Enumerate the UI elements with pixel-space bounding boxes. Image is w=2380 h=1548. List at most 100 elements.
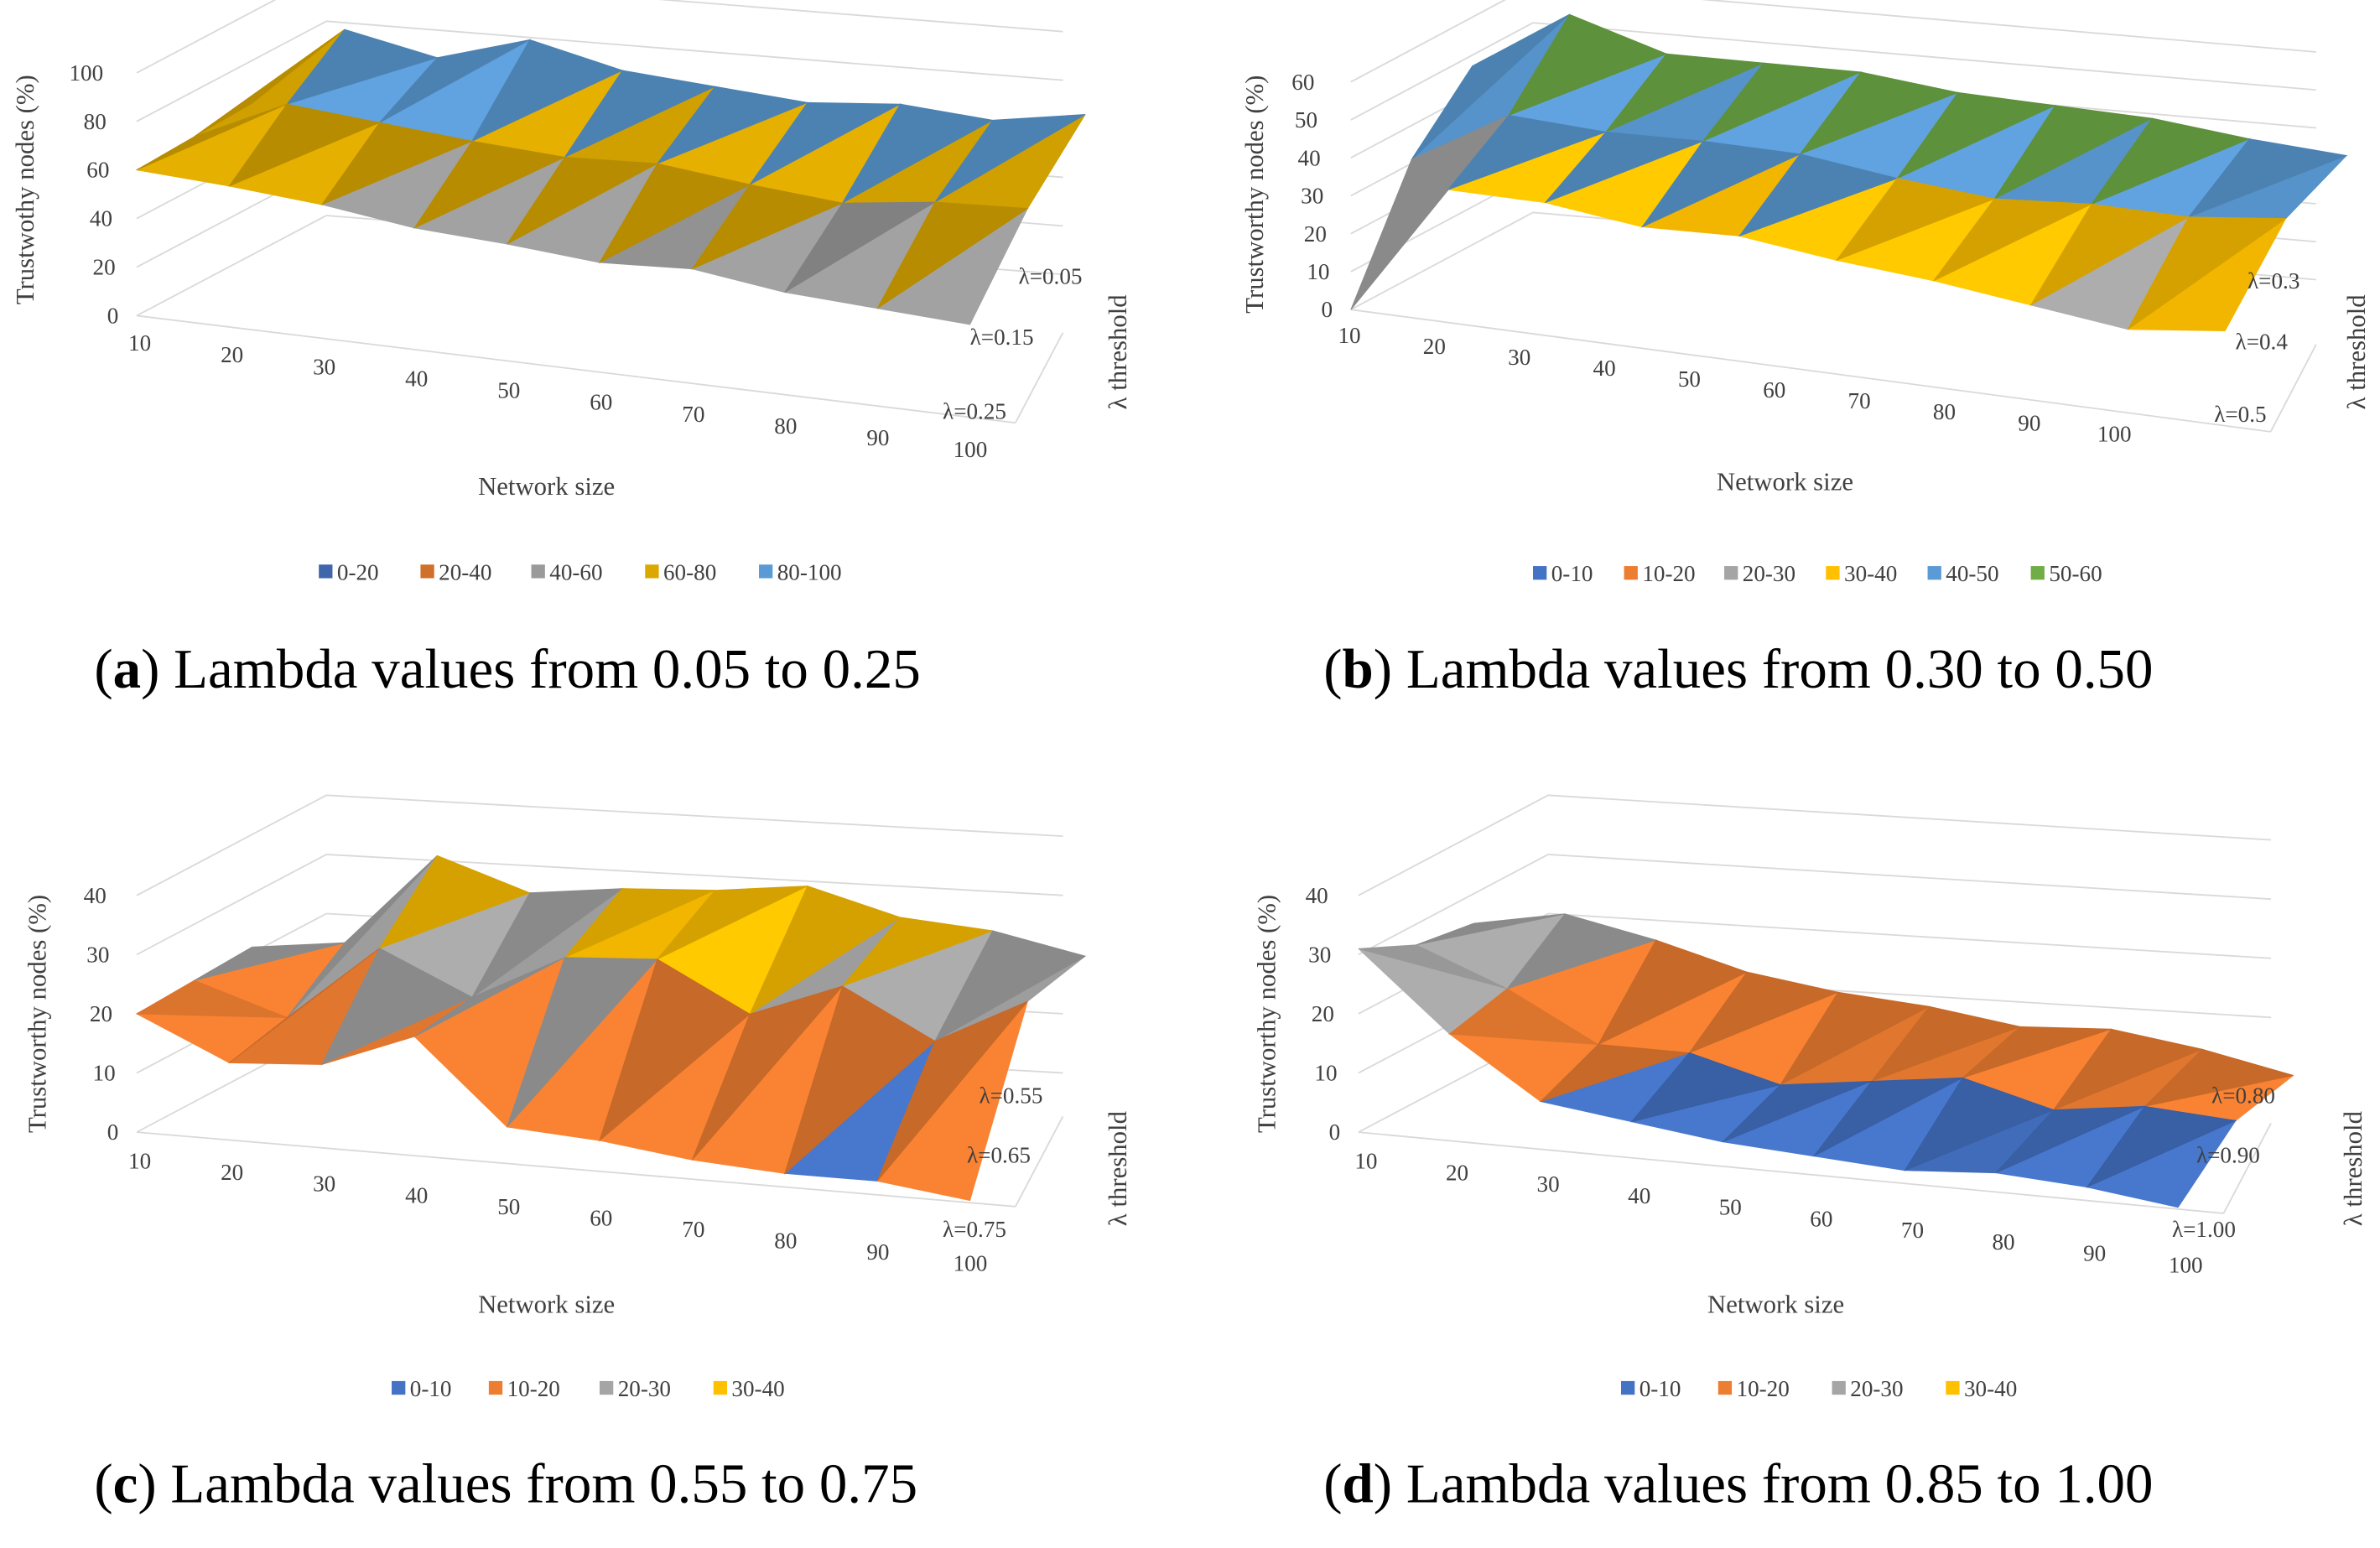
z-tick-label: 10 [1307,259,1329,284]
gridline [136,20,327,122]
legend-label: 0-20 [337,559,379,584]
surface-facet [934,114,1086,203]
x-tick-label: 20 [221,342,243,367]
gridline [657,0,1063,33]
z-tick-label: 100 [69,60,103,86]
x-axis-line [1350,309,2271,433]
z-tick-label: 40 [84,883,107,908]
caption-letter: c [113,1453,138,1515]
x-tick-label: 50 [1678,366,1701,392]
legend-label: 20-30 [618,1376,671,1401]
x-tick-label: 90 [866,425,889,450]
depth-tick-label: λ=0.5 [2214,402,2266,427]
surface-facet [1993,105,2154,200]
x-tick-label: 60 [590,1205,612,1230]
gridline [136,215,327,317]
surface-facet [228,103,382,187]
caption-paren: ) [1374,638,1406,700]
legend-label: 10-20 [1642,561,1695,586]
legend-swatch [759,564,773,579]
surface-facet [1447,115,1608,191]
x-tick-label: 60 [590,390,612,415]
depth-axis-line [1015,1115,1064,1208]
gridline [1350,211,1534,310]
legend-swatch [1724,566,1738,580]
surface-facet [2187,138,2348,218]
surface-facet [1933,198,2093,282]
surface-facet [413,957,565,1037]
x-tick-label: 80 [774,1229,797,1254]
surface-facet [320,948,473,1066]
caption-paren: ) [141,638,174,700]
x-tick-label: 20 [221,1160,243,1185]
x-tick-label: 40 [1628,1183,1650,1208]
legend-swatch [1620,1380,1635,1395]
legend-label: 30-40 [1844,561,1897,586]
caption-text: Lambda values from 0.85 to 1.00 [1406,1453,2154,1515]
gridline [1548,854,2272,901]
legend-label: 40-50 [1946,561,1998,586]
gridline [1358,794,1549,896]
surface-facet [783,985,936,1175]
z-tick-label: 0 [1329,1119,1341,1145]
x-axis-line [136,1131,1016,1208]
caption-paren: ( [94,638,112,700]
surface-facet [379,39,530,123]
x-tick-label: 10 [1338,323,1360,348]
legend-label: 0-10 [1639,1376,1681,1401]
surface-facet [1605,53,1765,132]
legend-label: 60-80 [663,559,716,584]
surface-facet [1799,71,1960,155]
x-tick-label: 30 [313,1171,335,1197]
x-tick-label: 20 [1423,334,1446,359]
surface-facet [564,888,715,958]
surface-facet [2029,203,2190,306]
x-tick-label: 50 [497,378,520,403]
y-axis-title: Trustworthy nodes (%) [23,895,51,1133]
gridline [1358,854,1549,956]
legend-label: 40-60 [549,559,602,584]
z-tick-label: 30 [1301,184,1323,209]
chart-panel-d: 0 10 20 30 40 10 20 30 40 50 60 70 80 90 100 λ=0.80 λ=0.… [1252,794,2367,1515]
surface-facet [598,163,751,264]
caption-paren: ( [94,1453,112,1515]
gridline [326,20,1063,81]
legend-label: 20-40 [439,559,491,584]
surface-facet [1507,13,1668,117]
legend-swatch [392,1380,406,1395]
legend: 0-10 10-20 20-30 30-40 [392,1376,785,1401]
surface-facet [2086,1105,2237,1188]
surface-facet [2052,1028,2204,1111]
surface-facet [749,101,902,185]
depth-axis-line [2269,344,2317,433]
x-tick-label: 40 [1593,356,1616,381]
surface-facet [933,930,1087,1042]
legend-label: 20-30 [1743,561,1795,586]
z-tick-label: 60 [86,158,109,183]
surface-facet [1835,178,1996,262]
x-tick-label: 30 [313,354,335,379]
surface-facet [1411,13,1570,160]
x-tick-label: 50 [497,1194,520,1219]
legend-label: 50-60 [2049,561,2102,586]
surface-facet [285,29,439,106]
depth-tick-label: λ=0.65 [967,1142,1031,1167]
caption-text: Lambda values from 0.55 to 0.75 [170,1453,917,1515]
surface-facet [229,948,380,1063]
x-tick-label: 60 [1810,1206,1832,1231]
caption-paren: ) [138,1453,170,1515]
gridline [1548,794,2272,841]
surface-facet [1995,1105,2145,1174]
legend-label: 0-10 [1551,561,1593,586]
surface-facet [1702,62,1863,142]
x-tick-label: 80 [1992,1229,2014,1255]
depth-tick-label: λ=0.3 [2247,268,2299,293]
surface-facet [286,855,438,1018]
z-tick-label: 30 [1308,942,1331,967]
surface-facet [470,39,624,143]
x-tick-label: 30 [1537,1171,1560,1197]
depth-axis-title: λ threshold [1104,294,1132,409]
caption-letter: b [1343,638,1374,700]
depth-tick-label: λ=0.55 [979,1083,1042,1109]
